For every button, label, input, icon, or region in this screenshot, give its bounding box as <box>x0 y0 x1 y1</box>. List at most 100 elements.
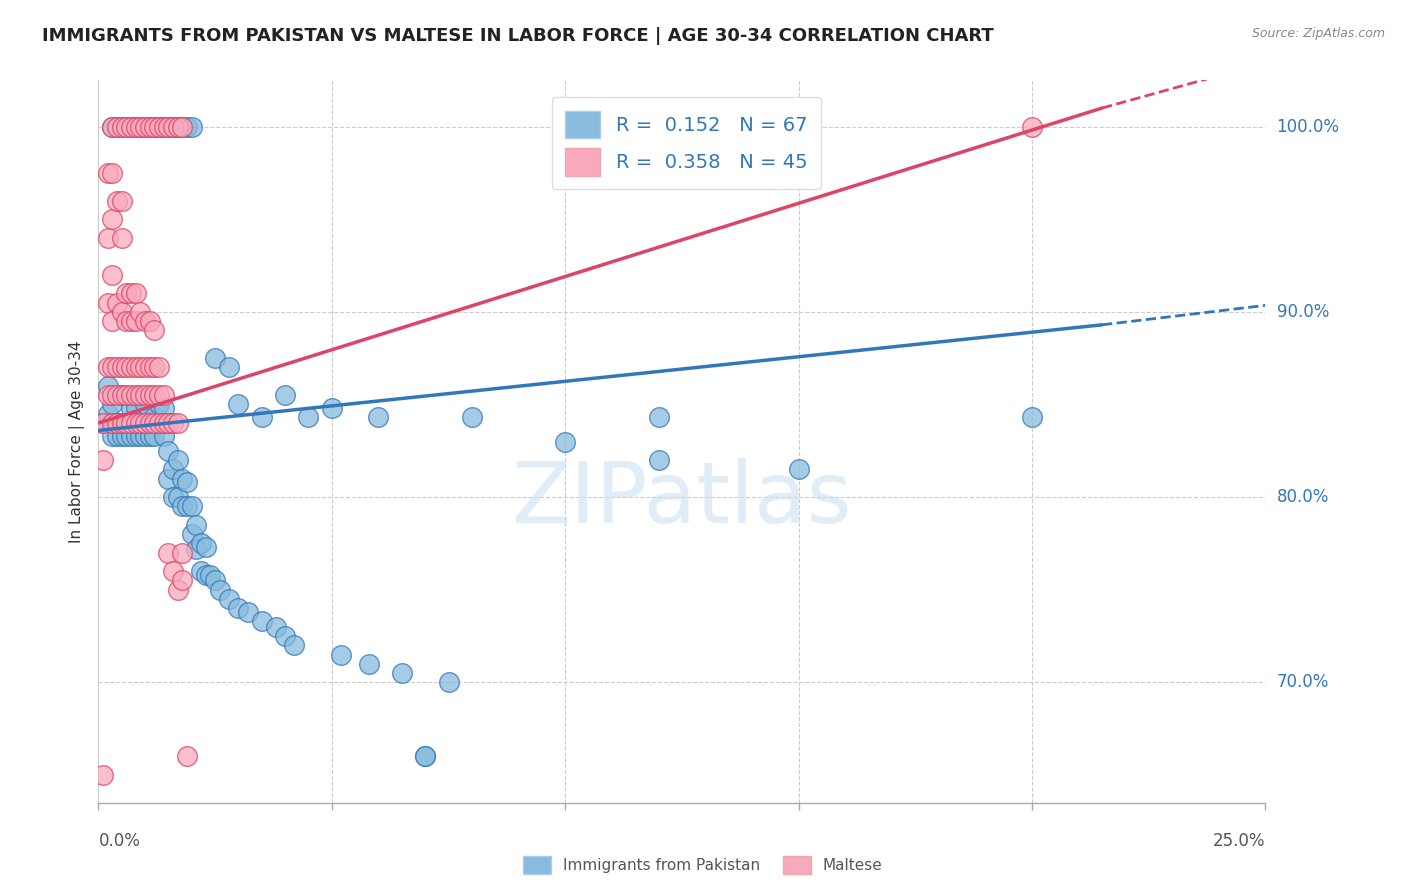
Point <box>97 379 120 393</box>
Point <box>129 120 152 134</box>
Point <box>115 388 138 402</box>
Point <box>413 749 436 764</box>
Point <box>194 540 217 554</box>
Point <box>157 546 180 560</box>
Point <box>143 360 166 375</box>
Point <box>134 416 156 430</box>
Point <box>101 120 124 134</box>
Point <box>125 416 148 430</box>
Point <box>208 582 231 597</box>
Point <box>647 410 669 425</box>
Point <box>236 605 259 619</box>
Point <box>105 388 128 402</box>
Point <box>162 120 184 134</box>
Point <box>200 568 222 582</box>
Point <box>204 574 226 588</box>
Point <box>111 416 134 430</box>
Point <box>120 416 142 430</box>
Point <box>162 416 184 430</box>
Point <box>143 429 166 443</box>
Point <box>101 120 124 134</box>
Point <box>186 541 208 556</box>
Point <box>228 397 250 411</box>
Point <box>115 286 138 301</box>
Point <box>367 410 389 425</box>
Point <box>115 120 138 134</box>
Point <box>115 416 138 430</box>
Point <box>139 120 162 134</box>
Point <box>250 410 273 425</box>
Point <box>176 500 198 514</box>
Point <box>115 120 138 134</box>
Point <box>134 120 156 134</box>
Point <box>120 429 142 443</box>
Point <box>166 120 188 134</box>
Point <box>250 614 273 628</box>
Point <box>148 360 170 375</box>
Point <box>143 416 166 430</box>
Point <box>91 416 114 430</box>
Point <box>139 360 162 375</box>
Point <box>204 351 226 366</box>
Point <box>111 120 134 134</box>
Point <box>152 416 174 430</box>
Text: 80.0%: 80.0% <box>1277 488 1329 506</box>
Point <box>120 286 142 301</box>
Point <box>111 416 134 430</box>
Point <box>101 416 124 430</box>
Point <box>115 360 138 375</box>
Point <box>274 388 297 402</box>
Point <box>157 120 180 134</box>
Point <box>264 620 287 634</box>
Point <box>190 564 212 578</box>
Point <box>162 564 184 578</box>
Point <box>129 429 152 443</box>
Point <box>172 574 194 588</box>
Point <box>139 416 162 430</box>
Point <box>120 120 142 134</box>
Point <box>97 231 120 245</box>
Text: 70.0%: 70.0% <box>1277 673 1329 691</box>
Point <box>359 657 381 671</box>
Point <box>176 475 198 490</box>
Point <box>554 434 576 449</box>
Point <box>180 527 202 541</box>
Point <box>143 388 166 402</box>
Point <box>297 410 319 425</box>
Point <box>105 120 128 134</box>
Point <box>115 416 138 430</box>
Point <box>218 592 240 607</box>
Point <box>97 166 120 180</box>
Point <box>129 360 152 375</box>
Point <box>129 120 152 134</box>
Point <box>176 749 198 764</box>
Point <box>120 360 142 375</box>
Point <box>139 120 162 134</box>
Legend: R =  0.152   N = 67, R =  0.358   N = 45: R = 0.152 N = 67, R = 0.358 N = 45 <box>551 97 821 189</box>
Point <box>97 407 120 421</box>
Text: IMMIGRANTS FROM PAKISTAN VS MALTESE IN LABOR FORCE | AGE 30-34 CORRELATION CHART: IMMIGRANTS FROM PAKISTAN VS MALTESE IN L… <box>42 27 994 45</box>
Point <box>139 416 162 430</box>
Point <box>101 314 124 328</box>
Point <box>180 120 202 134</box>
Y-axis label: In Labor Force | Age 30-34: In Labor Force | Age 30-34 <box>69 340 84 543</box>
Point <box>139 314 162 328</box>
Point <box>274 629 297 643</box>
Point <box>172 546 194 560</box>
Point <box>91 416 114 430</box>
Point <box>105 194 128 208</box>
Point <box>111 194 134 208</box>
Point <box>111 429 134 443</box>
Text: 100.0%: 100.0% <box>1277 118 1340 136</box>
Point <box>321 401 343 416</box>
Point <box>139 429 162 443</box>
Point <box>157 472 180 486</box>
Text: Source: ZipAtlas.com: Source: ZipAtlas.com <box>1251 27 1385 40</box>
Point <box>194 568 217 582</box>
Point <box>143 410 166 425</box>
Point <box>129 416 152 430</box>
Point <box>148 416 170 430</box>
Point <box>647 453 669 467</box>
Point <box>111 360 134 375</box>
Text: ZIPatlas: ZIPatlas <box>512 458 852 541</box>
